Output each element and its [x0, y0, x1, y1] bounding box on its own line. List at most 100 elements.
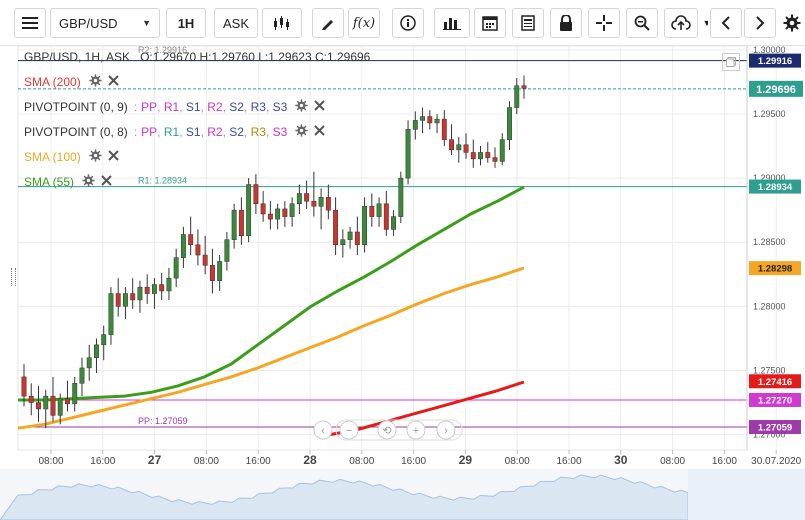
close-icon[interactable] [314, 125, 326, 139]
price-type-button[interactable]: ASK [214, 8, 258, 38]
zoom-icon [634, 15, 650, 31]
gear-icon[interactable] [89, 74, 102, 90]
volume-button[interactable] [434, 8, 470, 38]
zoom-button[interactable] [626, 8, 658, 38]
candle-body [57, 398, 63, 416]
crosshair-button[interactable] [588, 8, 620, 38]
reset-icon-glyph: ⟲ [382, 425, 391, 437]
low-label: L: [258, 50, 269, 64]
chevron-down-icon: ▼ [142, 18, 151, 28]
r2-overlap-text: R2: 1.29916 [138, 45, 188, 55]
pivot8-r1: R1 [163, 125, 180, 139]
zoom-out-icon[interactable] [339, 420, 359, 440]
legend-sma200[interactable]: SMA (200) [24, 74, 119, 90]
candle-body [21, 376, 27, 397]
candle-body [427, 116, 433, 124]
last-price-tag [749, 80, 803, 97]
symbol-value: GBP/USD [59, 15, 118, 31]
navigator-strip[interactable]: ‹ − ⟲ + › [0, 419, 805, 520]
legend-pivot-8[interactable]: PIVOTPOINT (0, 8) : PP, R1, S1, R2, S2, … [24, 124, 326, 140]
pivot8-s2: S2 [229, 125, 244, 139]
low-value: 1.29623 [268, 50, 312, 64]
gear-icon[interactable] [295, 99, 308, 115]
candle-body [86, 357, 92, 369]
sma200-line [329, 380, 525, 437]
gear-icon[interactable] [295, 124, 308, 140]
candle-body [289, 203, 295, 217]
left-resize-handle[interactable] [11, 268, 16, 286]
legend-sma100[interactable]: SMA (100) [24, 149, 119, 165]
indicators-button[interactable]: f(x) [348, 8, 380, 38]
prev-icon[interactable] [313, 420, 333, 440]
sma-lines [17, 185, 525, 437]
draw-button[interactable] [312, 8, 344, 38]
candle-body [318, 197, 324, 207]
pivot8-r2: R2 [207, 125, 223, 139]
candle-body [94, 344, 99, 358]
close-icon[interactable] [101, 175, 112, 189]
open-value: 1.29670 [152, 50, 197, 64]
upload-button[interactable] [664, 8, 698, 38]
navigator-group [335, 419, 463, 441]
scroll-left-button[interactable] [710, 8, 742, 38]
zoom-in-icon[interactable] [406, 420, 426, 440]
candle-body [325, 197, 331, 211]
chart-grid [17, 45, 777, 451]
symbol-select[interactable]: GBP/USD ▼ [50, 8, 160, 38]
info-button[interactable] [392, 8, 424, 38]
calendar-button[interactable] [474, 8, 506, 38]
candle-body [412, 120, 418, 130]
chart-type-button[interactable] [262, 8, 302, 38]
reset-icon[interactable] [377, 420, 397, 440]
interval-value: 1H [177, 15, 195, 31]
gear-icon[interactable] [89, 149, 102, 165]
candle-body [362, 206, 368, 246]
candle-body [224, 239, 230, 262]
overview-selection [688, 469, 805, 520]
scroll-right-button[interactable] [744, 8, 776, 38]
price-tag-PP [749, 420, 801, 435]
close-icon[interactable] [314, 100, 326, 114]
candle-body [296, 193, 302, 205]
lock-button[interactable] [550, 8, 582, 38]
candle-body [492, 157, 498, 162]
candles-icon [274, 16, 289, 30]
close-icon[interactable] [107, 150, 119, 164]
gear-icon[interactable] [82, 174, 95, 190]
level-text-R1: R1: 1.28934 [138, 176, 187, 186]
price-tag-text-SMA200: 1.27416 [758, 377, 792, 388]
prev-icon-glyph: ‹ [321, 425, 325, 437]
candle-body [188, 234, 194, 246]
candle-body [238, 209, 244, 237]
candle-body [65, 398, 70, 405]
candle-body [79, 367, 85, 384]
interval-button[interactable]: 1H [166, 8, 206, 38]
candle-body [282, 208, 288, 217]
maximize-button[interactable] [722, 53, 740, 71]
y-tick-label: 1.28000 [753, 301, 786, 311]
candle-body [441, 118, 447, 140]
candle-body [514, 85, 520, 108]
gear-icon [783, 14, 800, 32]
legend-pivot9-label: PIVOTPOINT (0, 9) [24, 100, 128, 114]
news-button[interactable] [512, 8, 544, 38]
sma55-line [18, 185, 525, 402]
legend-sma55[interactable]: SMA (55) [24, 174, 112, 190]
high-value: 1.29760 [211, 50, 255, 64]
next-icon[interactable] [436, 420, 456, 440]
candle-body [463, 144, 469, 153]
x-tick-label: 28 [303, 453, 317, 467]
close-icon[interactable] [107, 75, 119, 89]
settings-button-2[interactable] [778, 8, 805, 38]
pivot8-pp: PP [141, 125, 158, 139]
candle-body [180, 234, 186, 258]
candle-body [195, 244, 201, 256]
pivot9-s1: S1 [185, 100, 201, 114]
candle-body [151, 284, 157, 294]
menu-button[interactable] [14, 8, 46, 38]
legend-pivot-9[interactable]: PIVOTPOINT (0, 9) : PP, R1, S1, R2, S2, … [24, 99, 326, 115]
candle-body [246, 184, 252, 237]
crosshair-icon [596, 15, 612, 31]
candle-body [347, 231, 353, 240]
